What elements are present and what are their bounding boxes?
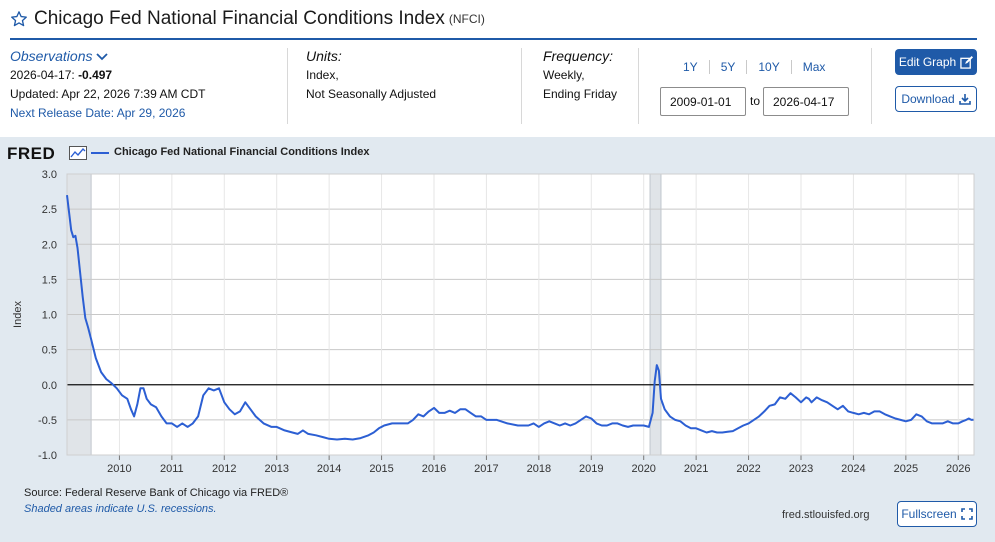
divider <box>871 48 872 124</box>
x-tick-label: 2024 <box>841 463 865 475</box>
y-tick-label: 2.0 <box>42 239 57 251</box>
start-date-input[interactable]: 2009-01-01 <box>660 87 746 116</box>
units-line2: Not Seasonally Adjusted <box>306 87 437 101</box>
latest-observation: 2026-04-17: -0.497 <box>10 66 205 85</box>
download-button[interactable]: Download <box>895 86 977 112</box>
observations-panel: Observations 2026-04-17: -0.497 Updated:… <box>10 47 205 123</box>
x-tick-label: 2016 <box>422 463 446 475</box>
download-icon <box>958 94 971 105</box>
series-line <box>66 194 974 441</box>
divider <box>287 48 288 124</box>
divider <box>521 48 522 124</box>
x-tick-label: 2018 <box>527 463 551 475</box>
x-tick-label: 2014 <box>317 463 341 475</box>
fred-chart-icon <box>69 146 87 160</box>
units-line1: Index, <box>306 68 339 82</box>
x-tick-label: 2019 <box>579 463 603 475</box>
y-tick-label: 1.5 <box>42 274 57 286</box>
frequency-panel: Frequency: Weekly, Ending Friday <box>543 47 617 104</box>
fullscreen-button[interactable]: Fullscreen <box>897 501 977 527</box>
x-tick-label: 2023 <box>789 463 813 475</box>
graph-area: -1.0 -0.5 0.0 0.5 1.0 1.5 2.0 2.5 3.0 2010 2011 201… <box>0 137 995 542</box>
latest-date: 2026-04-17: <box>10 68 75 82</box>
x-tick-label: 2021 <box>684 463 708 475</box>
range-10y-button[interactable]: 10Y <box>747 60 792 74</box>
units-panel: Units: Index, Not Seasonally Adjusted <box>306 47 436 104</box>
edit-graph-label: Edit Graph <box>898 55 957 69</box>
y-tick-label: 0.0 <box>42 380 57 392</box>
divider <box>638 48 639 124</box>
end-date-input[interactable]: 2026-04-17 <box>763 87 849 116</box>
x-tick-label: 2010 <box>107 463 131 475</box>
download-label: Download <box>901 92 955 106</box>
latest-value: -0.497 <box>78 68 113 82</box>
frequency-label: Frequency: <box>543 48 614 64</box>
recession-note[interactable]: Shaded areas indicate U.S. recessions. <box>24 503 217 515</box>
range-buttons: 1Y 5Y 10Y Max <box>672 60 836 74</box>
range-max-button[interactable]: Max <box>802 60 826 74</box>
x-tick-label: 2025 <box>894 463 918 475</box>
fred-logo: FRED <box>7 144 56 163</box>
y-tick-label: 3.0 <box>42 169 57 181</box>
source-note: Source: Federal Reserve Bank of Chicago … <box>24 487 289 499</box>
legend-swatch <box>91 152 109 154</box>
next-release-date: Next Release Date: Apr 29, 2026 <box>10 106 186 120</box>
x-tick-label: 2012 <box>212 463 236 475</box>
title-divider <box>10 38 977 40</box>
chart-svg: -1.0 -0.5 0.0 0.5 1.0 1.5 2.0 2.5 3.0 2010 2011 201… <box>12 169 975 475</box>
units-label: Units: <box>306 48 342 64</box>
edit-icon <box>960 55 974 69</box>
frequency-line2: Ending Friday <box>543 87 618 101</box>
y-axis-label: Index <box>12 301 24 328</box>
title-row: Chicago Fed National Financial Condition… <box>10 6 485 32</box>
plot-border <box>66 173 975 456</box>
x-tick-label: 2022 <box>736 463 760 475</box>
x-tick-label: 2013 <box>264 463 288 475</box>
y-tick-label: 0.5 <box>42 345 57 357</box>
fred-url: fred.stlouisfed.org <box>782 509 870 521</box>
updated-text: Updated: Apr 22, 2026 7:39 AM CDT <box>10 87 206 101</box>
series-id: (NFCI) <box>448 12 485 26</box>
fullscreen-icon <box>960 508 973 520</box>
y-tick-label: -1.0 <box>38 450 57 462</box>
date-to-label: to <box>750 94 761 108</box>
y-tick-label: 2.5 <box>42 204 57 216</box>
y-tick-label: 1.0 <box>42 310 57 322</box>
legend-label: Chicago Fed National Financial Condition… <box>114 146 370 158</box>
star-icon[interactable] <box>10 10 28 28</box>
observations-toggle[interactable]: Observations <box>10 47 205 66</box>
edit-graph-button[interactable]: Edit Graph <box>895 49 977 75</box>
x-tick-label: 2015 <box>369 463 393 475</box>
page-title: Chicago Fed National Financial Condition… <box>34 8 445 29</box>
chevron-down-icon <box>96 52 109 60</box>
x-tick-label: 2011 <box>160 463 184 475</box>
y-tick-label: -0.5 <box>38 415 57 427</box>
range-5y-button[interactable]: 5Y <box>710 60 748 74</box>
observations-label: Observations <box>10 48 93 64</box>
x-tick-label: 2020 <box>631 463 655 475</box>
fullscreen-label: Fullscreen <box>901 507 957 521</box>
frequency-line1: Weekly, <box>543 68 585 82</box>
x-tick-label: 2017 <box>474 463 498 475</box>
x-tick-label: 2026 <box>946 463 970 475</box>
range-1y-button[interactable]: 1Y <box>672 60 710 74</box>
